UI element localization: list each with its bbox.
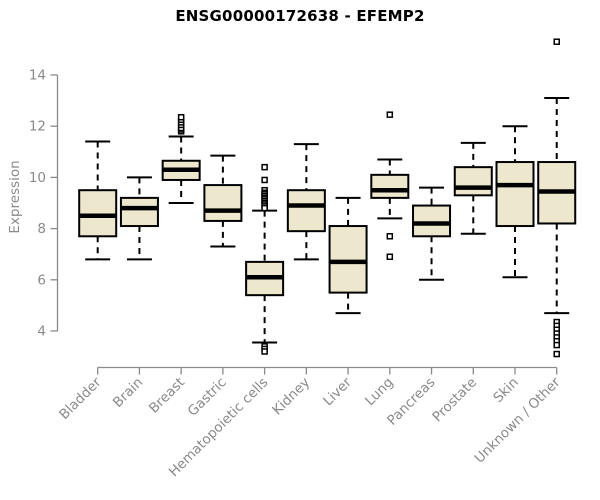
outlier-point-hematopoietic-cells	[261, 163, 268, 171]
outlier-point-breast	[177, 113, 185, 121]
outlier-point-lung	[386, 253, 394, 261]
x-tick-label-bladder: Bladder	[56, 374, 105, 423]
outlier-point-unknown-other	[553, 350, 560, 358]
outlier-point-lung	[386, 233, 394, 240]
box-gastric	[203, 184, 243, 222]
y-tick-label: 8	[37, 221, 46, 237]
outlier-point-unknown-other	[553, 341, 560, 349]
outlier-point-lung	[386, 111, 394, 118]
outlier-point-hematopoietic-cells	[261, 348, 268, 355]
box-lung	[370, 173, 410, 199]
x-tick-label-lung: Lung	[362, 375, 397, 410]
x-tick-label-liver: Liver	[320, 374, 355, 409]
y-tick-label: 4	[37, 324, 46, 340]
x-tick-label-skin: Skin	[490, 375, 522, 407]
box-bladder	[78, 189, 118, 238]
x-tick-label-kidney: Kidney	[269, 375, 313, 419]
box-kidney	[286, 189, 326, 233]
y-tick-label: 10	[29, 170, 46, 186]
y-tick-label: 14	[29, 68, 46, 84]
box-skin	[495, 161, 535, 228]
box-brain	[119, 196, 159, 228]
box-prostate	[453, 166, 493, 197]
y-tick-label: 12	[29, 119, 46, 135]
box-pancreas	[412, 204, 452, 238]
x-tick-label-breast: Breast	[146, 375, 188, 417]
x-tick-label-prostate: Prostate	[429, 375, 480, 426]
chart-title: ENSG00000172638 - EFEMP2	[175, 7, 425, 25]
outlier-point-hematopoietic-cells	[261, 176, 268, 184]
outlier-point-unknown-other	[553, 38, 560, 45]
outlier-point-hematopoietic-cells	[261, 204, 268, 212]
x-tick-label-brain: Brain	[110, 375, 146, 411]
box-liver	[328, 225, 368, 294]
y-tick-label: 6	[37, 272, 46, 288]
